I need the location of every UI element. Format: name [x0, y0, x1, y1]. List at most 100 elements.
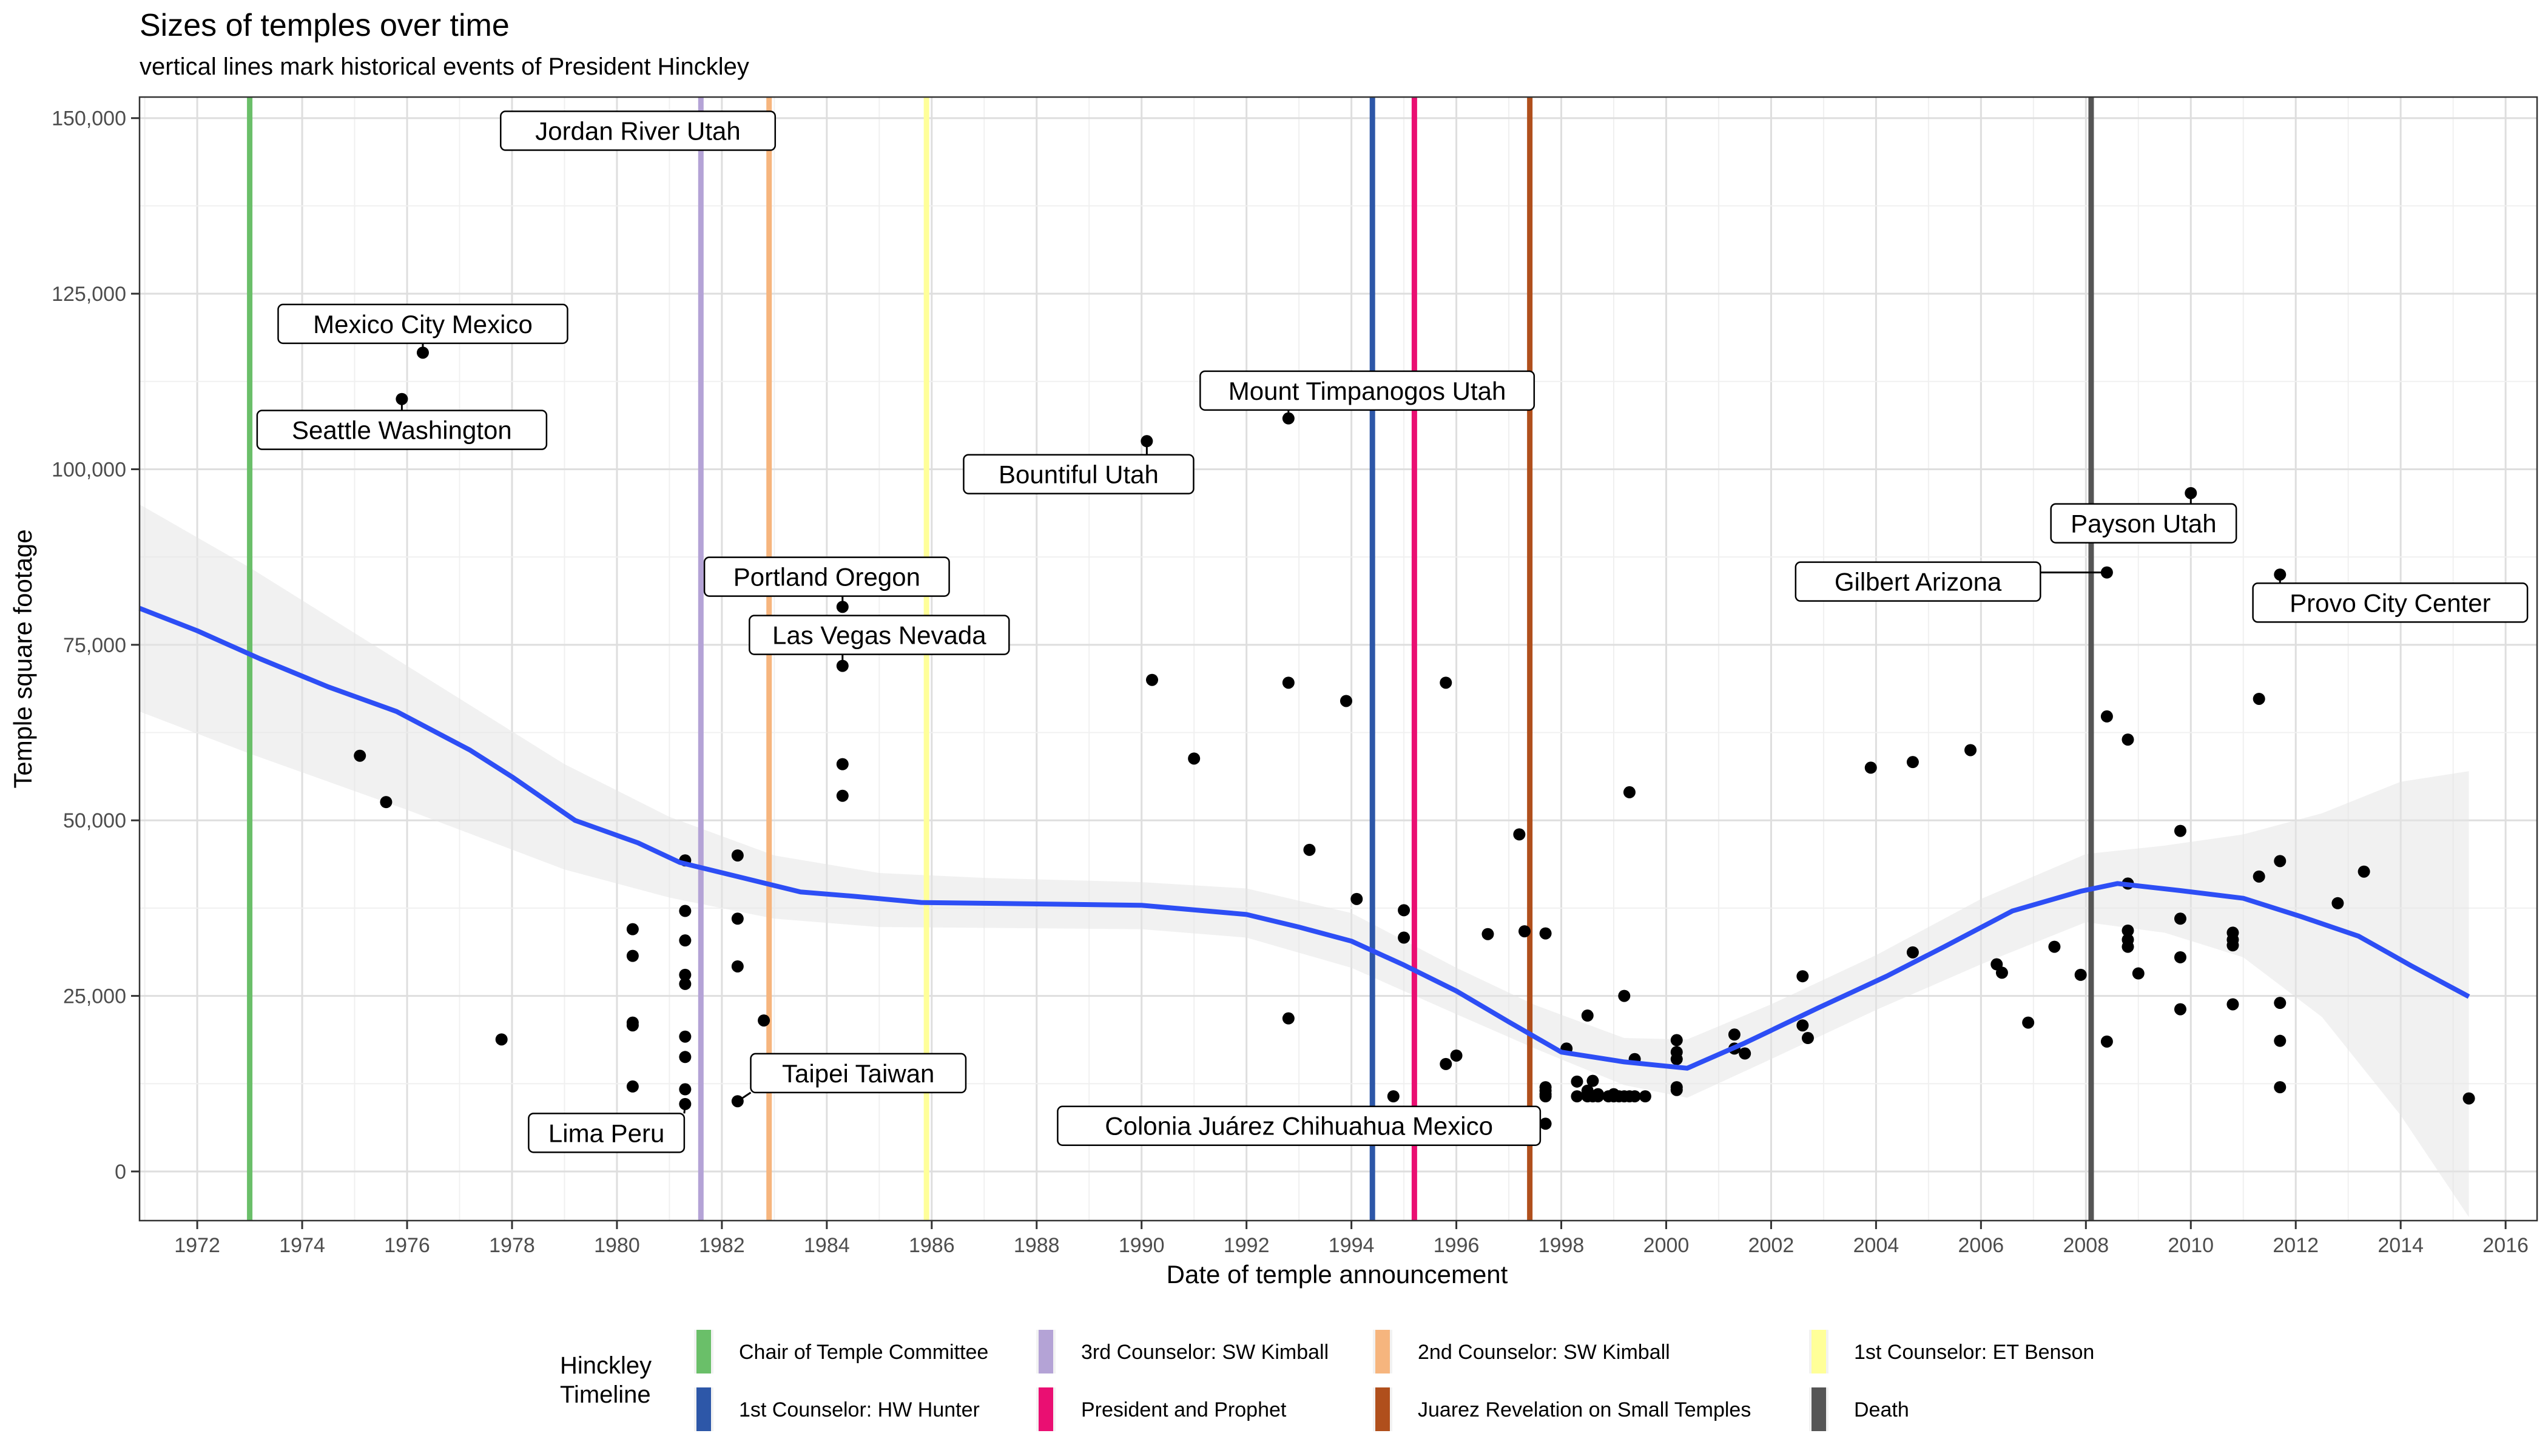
x-tick-label: 1998 [1539, 1234, 1585, 1257]
data-point [1618, 989, 1631, 1002]
data-point [2048, 940, 2061, 953]
data-point [731, 960, 744, 972]
legend-label: Chair of Temple Committee [739, 1341, 988, 1364]
data-point [1571, 1075, 1583, 1088]
annotation-box [256, 410, 548, 450]
data-point [626, 1019, 639, 1032]
data-point [836, 789, 849, 802]
y-axis-label: Temple square footage [8, 529, 37, 788]
x-tick-label: 1986 [909, 1234, 955, 1257]
annotation-box [963, 454, 1195, 494]
data-point [2274, 855, 2287, 868]
annotation-label: Mexico City Mexico [313, 310, 533, 339]
annotation-label: Bountiful Utah [999, 460, 1159, 489]
data-point [1282, 1012, 1295, 1025]
data-point [1796, 1019, 1809, 1032]
data-point [2022, 1016, 2035, 1029]
data-point [1623, 786, 1636, 798]
legend-label: 3rd Counselor: SW Kimball [1081, 1341, 1329, 1364]
y-tick-label: 0 [115, 1161, 126, 1184]
data-point [2074, 968, 2087, 981]
data-point [1146, 673, 1159, 686]
x-tick-label: 1992 [1224, 1234, 1270, 1257]
x-tick-label: 1996 [1434, 1234, 1480, 1257]
data-point [1639, 1090, 1651, 1103]
data-point [1592, 1090, 1605, 1103]
annotation-label: Seattle Washington [292, 416, 512, 445]
y-tick-label: 75,000 [63, 634, 126, 657]
annotation-box [277, 303, 568, 345]
data-point [679, 905, 692, 917]
annotation-label: Taipei Taiwan [782, 1059, 934, 1088]
annotation-leader [683, 1104, 686, 1114]
trend-line-path [138, 605, 2470, 1071]
annotation-box [749, 615, 1010, 655]
x-tick-label: 1984 [804, 1234, 850, 1257]
data-point [836, 758, 849, 770]
legend-label: 1st Counselor: HW Hunter [739, 1398, 980, 1421]
data-point [1481, 928, 1494, 940]
legend-label: 2nd Counselor: SW Kimball [1418, 1341, 1670, 1364]
data-point [679, 934, 692, 947]
data-point [679, 1083, 692, 1096]
plot-border [138, 96, 2538, 1222]
annotation-box [500, 110, 777, 151]
data-point [380, 796, 393, 809]
y-tick-label: 125,000 [52, 283, 126, 306]
annotation-label: Jordan River Utah [535, 117, 740, 146]
data-point [1387, 1090, 1400, 1103]
data-point [2100, 710, 2113, 723]
data-point [2253, 692, 2265, 705]
annotation-box [528, 1113, 686, 1153]
annotation-label: Portland Oregon [733, 563, 920, 592]
legend-label: 1st Counselor: ET Benson [1854, 1341, 2094, 1364]
x-tick-label: 2000 [1643, 1234, 1690, 1257]
data-point [1539, 1090, 1552, 1103]
y-tick-label: 150,000 [52, 107, 126, 130]
data-point [1398, 931, 1410, 944]
legend-label: President and Prophet [1081, 1398, 1287, 1421]
chart-subtitle: vertical lines mark historical events of… [140, 53, 749, 80]
data-point [679, 968, 692, 981]
confidence-band [140, 504, 2469, 1218]
x-tick-label: 2006 [1958, 1234, 2004, 1257]
y-tick-label: 100,000 [52, 458, 126, 481]
data-point [1340, 695, 1352, 707]
data-point [2226, 939, 2239, 952]
data-point [1906, 756, 1919, 769]
data-point [1571, 1090, 1583, 1103]
y-tick-label: 25,000 [63, 985, 126, 1008]
data-point [626, 949, 639, 962]
annotation-box [703, 556, 950, 597]
data-point [1864, 761, 1877, 774]
data-point [2274, 997, 2287, 1009]
chart-title: Sizes of temples over time [140, 8, 510, 43]
annotation-box [2252, 582, 2529, 623]
annotation-label: Payson Utah [2071, 510, 2216, 538]
data-point [1728, 1028, 1741, 1041]
annotation-box [1057, 1105, 1542, 1146]
data-point [1188, 752, 1201, 765]
data-point [2358, 865, 2370, 878]
data-point [1513, 828, 1526, 841]
x-tick-label: 2004 [1853, 1234, 1899, 1257]
x-tick-label: 1982 [699, 1234, 745, 1257]
data-point [1995, 966, 2008, 979]
data-point [1628, 1090, 1641, 1103]
data-point [1581, 1009, 1594, 1022]
annotation-box [2050, 503, 2237, 544]
data-point [1586, 1074, 1599, 1087]
data-point [1539, 927, 1552, 940]
x-tick-label: 1980 [594, 1234, 640, 1257]
annotation-box [1199, 370, 1535, 411]
data-point [2122, 733, 2134, 746]
data-point [1518, 925, 1531, 938]
data-point [1796, 970, 1809, 983]
annotation-label: Gilbert Arizona [1835, 568, 2002, 596]
data-point [679, 977, 692, 990]
event-lines [247, 97, 2094, 1221]
data-point [2174, 951, 2186, 963]
annotation-label: Colonia Juárez Chihuahua Mexico [1105, 1112, 1493, 1141]
legend-label: Death [1854, 1398, 1909, 1421]
